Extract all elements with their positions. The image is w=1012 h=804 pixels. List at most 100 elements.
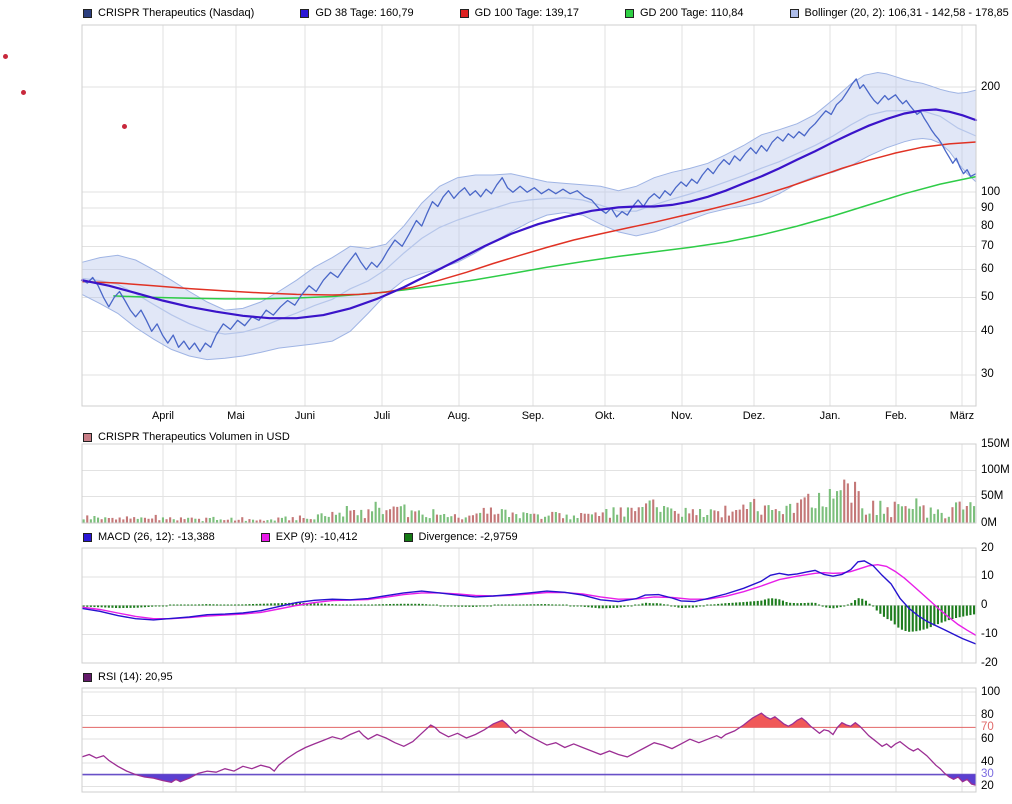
volume-bar: [154, 514, 157, 523]
volume-bar: [471, 515, 474, 523]
volume-bar: [179, 517, 182, 523]
volume-bar: [681, 516, 684, 523]
divergence-bar: [742, 602, 745, 606]
volume-bar: [482, 507, 485, 523]
divergence-bar: [396, 603, 399, 606]
volume-bar: [151, 518, 154, 523]
divergence-bar: [911, 605, 914, 632]
divergence-bar: [244, 604, 247, 606]
price-line: [81, 78, 977, 353]
volume-bar: [118, 517, 121, 523]
volume-bar: [468, 515, 471, 523]
volume-bar: [565, 514, 568, 523]
divergence-bar: [583, 605, 586, 607]
legend-item-price-1: GD 38 Tage: 160,79: [300, 7, 414, 19]
volume-bar: [270, 519, 273, 523]
divergence-bar: [623, 605, 626, 607]
volume-bar: [818, 492, 821, 523]
divergence-bar: [569, 605, 572, 607]
divergence-bar: [392, 603, 395, 606]
volume-bar: [475, 513, 478, 523]
divergence-bar: [670, 605, 673, 607]
divergence-bar: [493, 604, 496, 606]
price-y-tick-70: 70: [981, 239, 994, 252]
volume-bar: [836, 491, 839, 523]
volume-bar: [792, 512, 795, 523]
divergence-bar: [544, 604, 547, 606]
volume-bar: [893, 501, 896, 523]
divergence-bar: [536, 604, 539, 606]
volume-bar: [832, 498, 835, 523]
divergence-bar: [634, 604, 637, 606]
volume-bar: [666, 507, 669, 523]
volume-bar: [432, 509, 435, 523]
volume-bar: [334, 514, 337, 523]
divergence-bar: [100, 605, 103, 608]
divergence-bar: [940, 605, 943, 623]
legend-label: MACD (26, 12): -13,388: [98, 531, 215, 543]
divergence-bar: [378, 604, 381, 606]
volume-bar: [158, 520, 161, 523]
divergence-bar: [363, 604, 366, 606]
volume-bar: [875, 515, 878, 523]
volume-bar: [544, 516, 547, 523]
divergence-bar: [695, 605, 698, 608]
divergence-bar: [234, 604, 237, 606]
divergence-bar: [850, 602, 853, 606]
divergence-bar: [965, 605, 968, 616]
divergence-bar: [208, 604, 211, 606]
gd200-line: [113, 175, 977, 300]
volume-bar: [97, 517, 100, 523]
macd-y-tick-20: 20: [981, 541, 994, 554]
volume-bar: [634, 511, 637, 523]
volume-bar: [309, 519, 312, 523]
divergence-bar: [868, 603, 871, 606]
divergence-bar: [136, 605, 139, 608]
volume-bar: [421, 514, 424, 523]
divergence-bar: [558, 604, 561, 606]
volume-bar: [879, 500, 882, 523]
divergence-bar: [298, 602, 301, 606]
volume-bar: [129, 518, 132, 523]
volume-bar: [702, 517, 705, 523]
divergence-bar: [864, 600, 867, 606]
bollinger-upper-line: [81, 71, 977, 311]
price-panel-border: [81, 24, 977, 407]
divergence-bar: [216, 604, 219, 606]
volume-bar: [198, 518, 201, 523]
divergence-bar: [342, 604, 345, 606]
divergence-bar: [331, 604, 334, 606]
divergence-bar: [457, 605, 460, 607]
legend-label: CRISPR Therapeutics Volumen in USD: [98, 431, 290, 443]
divergence-bar: [713, 604, 716, 606]
divergence-bar: [955, 605, 958, 618]
divergence-bar: [619, 605, 622, 608]
divergence-bar: [648, 603, 651, 606]
month-label-2: Juni: [294, 410, 316, 422]
volume-bar: [922, 505, 925, 523]
volume-bar: [800, 499, 803, 523]
volume-y-tick-100M: 100M: [981, 463, 1010, 476]
volume-bar: [392, 506, 395, 523]
volume-bar: [576, 518, 579, 523]
volume-bar: [554, 512, 557, 523]
divergence-bar: [367, 604, 370, 606]
divergence-bar: [475, 605, 478, 607]
volume-bar: [82, 519, 85, 523]
volume-bar: [936, 509, 939, 523]
divergence-bar: [753, 601, 756, 606]
legend-item-volume-0: CRISPR Therapeutics Volumen in USD: [83, 431, 290, 443]
divergence-bar: [677, 605, 680, 608]
volume-bar: [291, 517, 294, 523]
divergence-bar: [893, 605, 896, 625]
volume-bar: [864, 514, 867, 523]
volume-bar: [738, 509, 741, 523]
volume-bar: [785, 505, 788, 523]
divergence-bar: [385, 604, 388, 606]
divergence-bar: [407, 603, 410, 606]
divergence-bar: [190, 604, 193, 606]
divergence-bar: [839, 605, 842, 608]
divergence-bar: [814, 602, 817, 606]
volume-bar: [774, 509, 777, 523]
red-marker-dot: [3, 54, 8, 59]
